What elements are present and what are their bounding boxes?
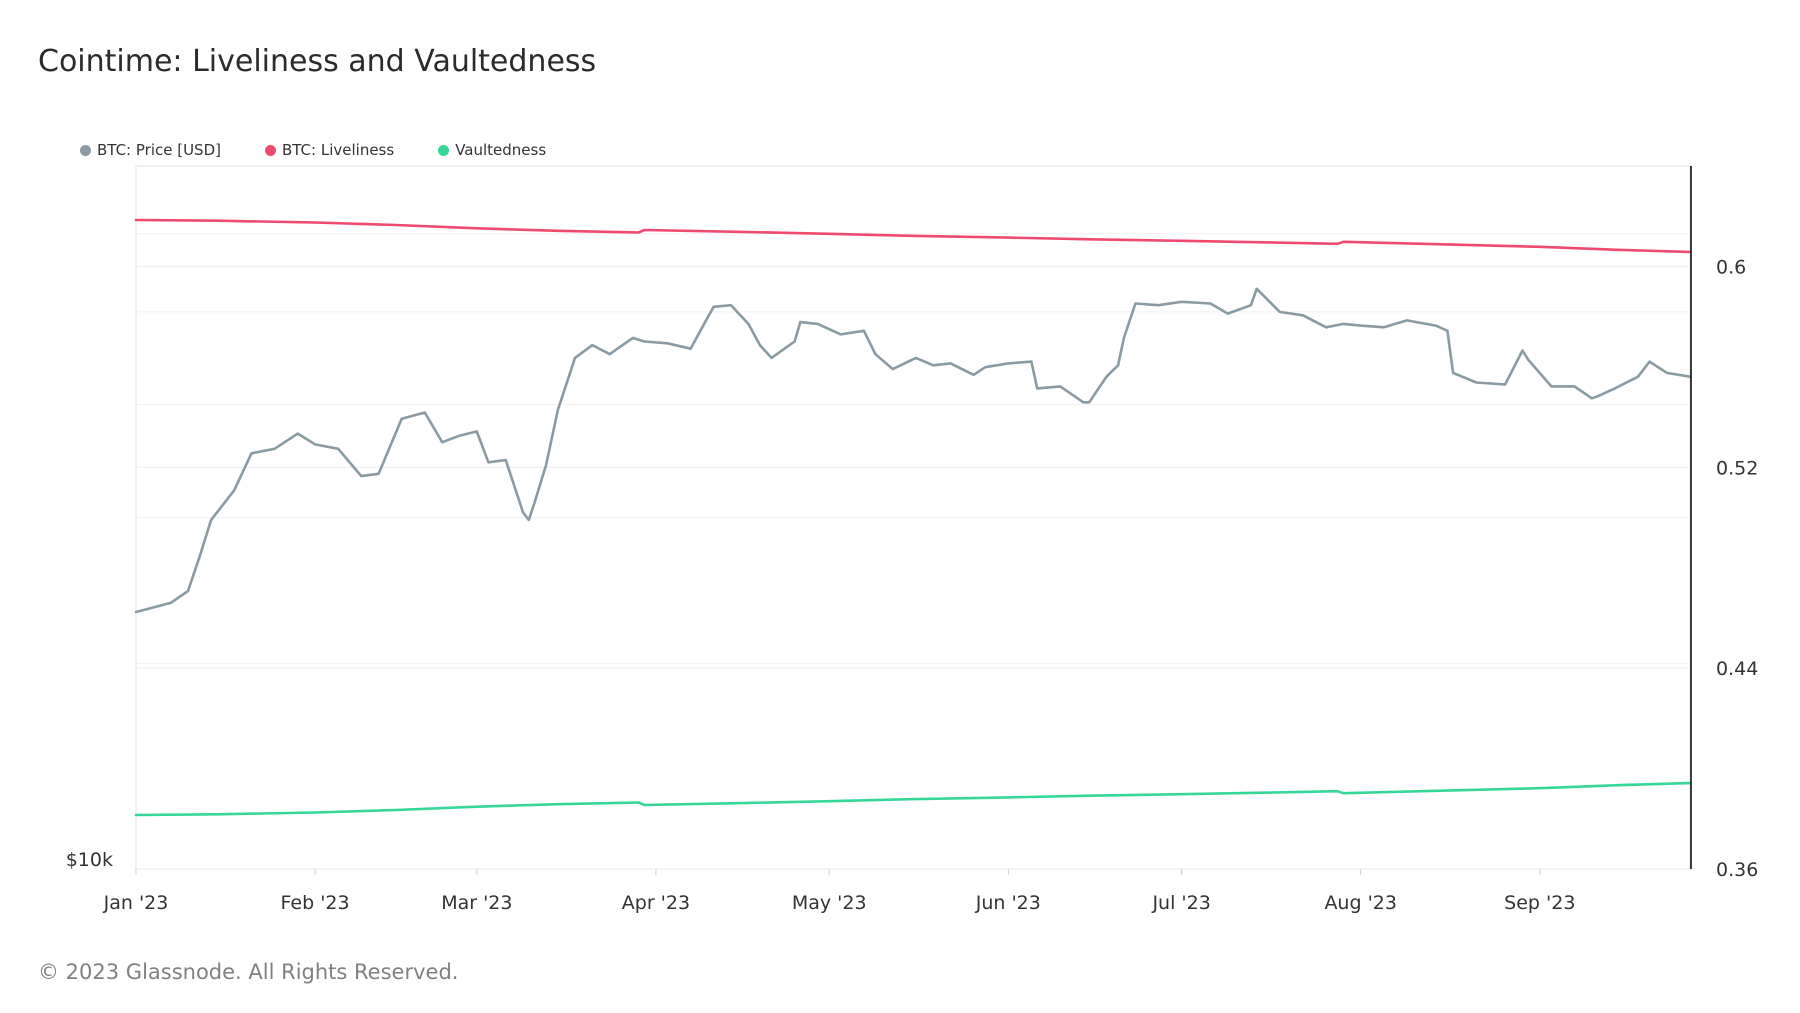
legend-label-vaultedness: Vaultedness bbox=[455, 141, 547, 159]
series-line-vaultedness bbox=[134, 781, 1692, 817]
legend-label-liveliness: BTC: Liveliness bbox=[281, 141, 395, 159]
x-tick-label: Apr '23 bbox=[622, 892, 690, 914]
chart-legend: BTC: Price [USD] BTC: Liveliness Vaulted… bbox=[80, 141, 546, 159]
x-tick-label: May '23 bbox=[792, 892, 867, 914]
copyright-footer: © 2023 Glassnode. All Rights Reserved. bbox=[38, 960, 459, 984]
series-layer bbox=[134, 218, 1692, 817]
right-tick-label: 0.36 bbox=[1716, 859, 1758, 881]
x-tick-label: Sep '23 bbox=[1504, 892, 1575, 914]
legend-item-vaultedness[interactable]: Vaultedness bbox=[438, 141, 546, 159]
legend-swatch-price bbox=[80, 144, 91, 156]
grid-lines bbox=[136, 233, 1690, 870]
series-line-btc-liveliness bbox=[134, 218, 1692, 254]
left-tick-label: $10k bbox=[66, 849, 113, 871]
x-tick-label: Jan '23 bbox=[103, 892, 169, 914]
x-tick-label: Feb '23 bbox=[281, 892, 350, 914]
legend-swatch-liveliness bbox=[264, 144, 276, 156]
left-axis-ticks: $10k bbox=[66, 849, 113, 871]
series-line-btc-price-usd bbox=[134, 287, 1692, 614]
right-tick-label: 0.6 bbox=[1716, 256, 1746, 278]
legend-item-price[interactable]: BTC: Price [USD] bbox=[80, 141, 221, 159]
x-tick-label: Jul '23 bbox=[1151, 892, 1210, 914]
right-axis-ticks: 0.36 0.44 0.52 0.6 bbox=[1716, 256, 1758, 881]
chart-title: Cointime: Liveliness and Vaultedness bbox=[38, 44, 597, 79]
legend-label-price: BTC: Price [USD] bbox=[97, 141, 221, 159]
x-tick-label: Aug '23 bbox=[1324, 892, 1397, 914]
right-tick-label: 0.52 bbox=[1716, 457, 1758, 479]
x-axis-ticks: Jan '23 Feb '23 Mar '23 Apr '23 May '23 Jun '… bbox=[103, 869, 1575, 914]
right-tick-label: 0.44 bbox=[1716, 658, 1758, 680]
x-tick-label: Jun '23 bbox=[975, 892, 1041, 914]
x-tick-label: Mar '23 bbox=[441, 892, 512, 914]
legend-item-liveliness[interactable]: BTC: Liveliness bbox=[264, 141, 395, 159]
legend-swatch-vaultedness bbox=[438, 144, 450, 156]
